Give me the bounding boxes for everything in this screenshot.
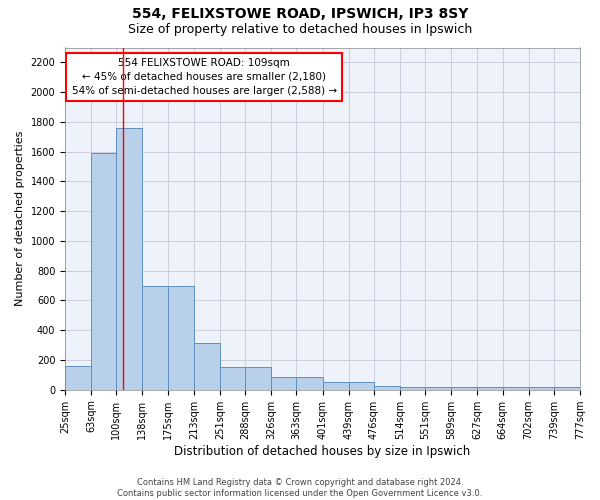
- Text: Size of property relative to detached houses in Ipswich: Size of property relative to detached ho…: [128, 22, 472, 36]
- Bar: [271, 377, 296, 390]
- X-axis label: Distribution of detached houses by size in Ipswich: Distribution of detached houses by size …: [175, 444, 470, 458]
- Bar: [65, 366, 91, 390]
- Bar: [400, 386, 425, 390]
- Bar: [554, 388, 580, 390]
- Bar: [503, 388, 529, 390]
- Bar: [451, 388, 477, 390]
- Text: 554 FELIXSTOWE ROAD: 109sqm
← 45% of detached houses are smaller (2,180)
54% of : 554 FELIXSTOWE ROAD: 109sqm ← 45% of det…: [71, 58, 337, 96]
- Bar: [425, 386, 451, 390]
- Bar: [349, 382, 374, 390]
- Bar: [323, 382, 349, 390]
- Bar: [245, 366, 271, 390]
- Bar: [116, 128, 142, 390]
- Bar: [194, 343, 220, 390]
- Text: Contains HM Land Registry data © Crown copyright and database right 2024.
Contai: Contains HM Land Registry data © Crown c…: [118, 478, 482, 498]
- Bar: [529, 388, 554, 390]
- Bar: [296, 377, 323, 390]
- Bar: [91, 153, 116, 390]
- Bar: [142, 286, 168, 390]
- Bar: [168, 286, 194, 390]
- Bar: [374, 386, 400, 390]
- Bar: [477, 388, 503, 390]
- Y-axis label: Number of detached properties: Number of detached properties: [15, 131, 25, 306]
- Text: 554, FELIXSTOWE ROAD, IPSWICH, IP3 8SY: 554, FELIXSTOWE ROAD, IPSWICH, IP3 8SY: [132, 8, 468, 22]
- Bar: [220, 366, 245, 390]
